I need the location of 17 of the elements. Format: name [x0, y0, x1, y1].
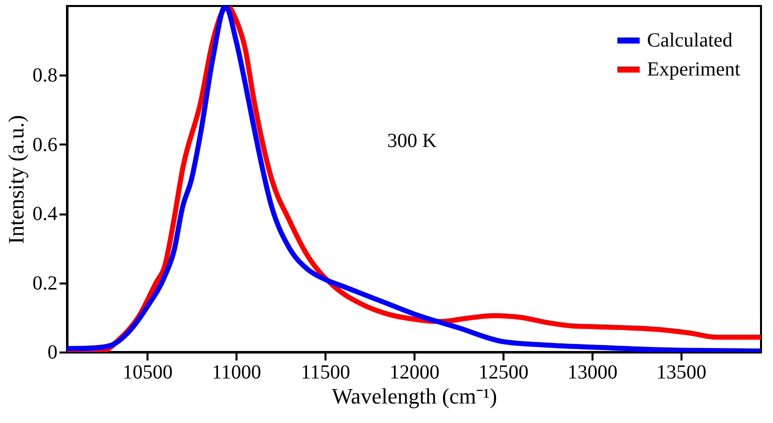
x-tick-label: 13000: [567, 362, 618, 384]
x-tick-label: 12000: [390, 362, 440, 384]
y-tick-label: 0.4: [32, 203, 58, 226]
y-tick-label: 0.8: [32, 64, 58, 87]
x-tick-label: 13500: [656, 362, 706, 384]
legend-label: Experiment: [647, 58, 741, 80]
x-tick-label: 12500: [478, 362, 528, 384]
x-tick-label: 10500: [122, 362, 173, 384]
x-tick-label: 11000: [212, 362, 262, 384]
y-axis-title: Intensity (a.u.): [4, 115, 28, 244]
y-tick-label: 0: [48, 342, 58, 364]
y-tick-label: 0.2: [32, 272, 58, 294]
x-axis-title: Wavelength (cm⁻¹): [332, 384, 498, 408]
annotation: 300 K: [387, 130, 438, 152]
x-tick-label: 11500: [300, 362, 350, 384]
y-tick-label: 0.6: [32, 134, 58, 156]
legend-label: Calculated: [647, 30, 733, 52]
